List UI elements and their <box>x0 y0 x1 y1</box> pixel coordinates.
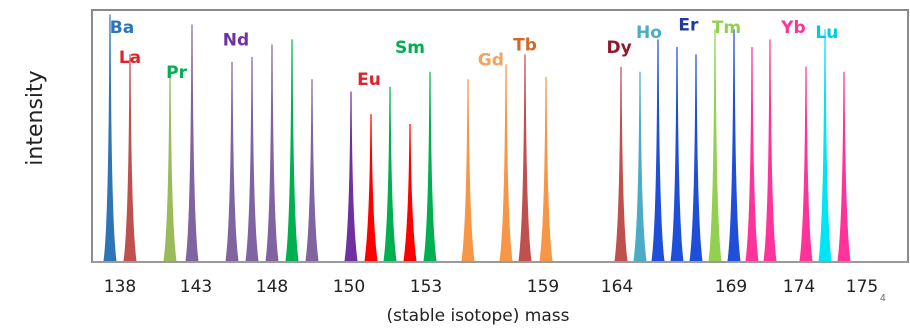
label-lu: Lu <box>815 23 838 43</box>
peak-la-139 <box>123 54 137 261</box>
peak-ba-138 <box>103 14 117 261</box>
peak-nd-148 <box>305 79 319 261</box>
x-tick-150: 150 <box>333 277 365 297</box>
peak-yb-174 <box>799 66 813 261</box>
label-nd: Nd <box>223 30 249 50</box>
x-tick-148: 148 <box>256 277 288 297</box>
peak-tb-159 <box>518 54 532 261</box>
peak-sm-147 <box>285 39 299 261</box>
peak-er-168 <box>689 54 703 261</box>
x-tick-175: 175 <box>846 277 878 297</box>
label-dy: Dy <box>607 38 632 58</box>
peak-nd-145 <box>245 56 259 261</box>
x-axis-label: (stable isotope) mass <box>387 306 570 326</box>
peak-gd-160 <box>539 76 553 262</box>
peak-gd-156 <box>461 79 475 261</box>
label-ho: Ho <box>636 23 662 43</box>
label-er: Er <box>678 15 699 35</box>
peaks-layer <box>103 14 851 262</box>
label-tm: Tm <box>712 18 741 38</box>
label-la: La <box>119 48 141 68</box>
peak-yb-171 <box>745 46 759 261</box>
x-tick-164: 164 <box>601 277 633 297</box>
x-tick-143: 143 <box>180 277 212 297</box>
x-tick-153: 153 <box>410 277 442 297</box>
peak-er-167 <box>670 46 684 261</box>
peak-dy-164 <box>614 66 628 261</box>
peak-ho-165 <box>633 71 647 261</box>
label-gd: Gd <box>478 50 504 70</box>
peak-yb-176 <box>837 71 851 261</box>
label-pr: Pr <box>166 63 187 83</box>
peak-sm-149 <box>344 91 358 262</box>
peak-er-166 <box>651 39 665 261</box>
label-yb: Yb <box>780 18 805 38</box>
peak-eu-153 <box>403 124 417 261</box>
plot-frame <box>91 9 909 263</box>
peak-yb-172 <box>763 39 777 261</box>
label-tb: Tb <box>513 35 537 55</box>
label-eu: Eu <box>357 70 381 90</box>
peak-er-170 <box>727 29 741 262</box>
label-ba: Ba <box>110 18 134 38</box>
label-sm: Sm <box>395 38 425 58</box>
peak-nd-146 <box>265 44 279 262</box>
y-axis-label: intensity <box>23 70 48 165</box>
peak-sm-154 <box>423 71 437 261</box>
peak-lu-175 <box>818 29 832 262</box>
x-tick-169: 169 <box>715 277 747 297</box>
footnote-marker: 4 <box>880 293 886 304</box>
peak-nd-142 <box>185 24 199 262</box>
peak-nd-144 <box>225 61 239 261</box>
x-tick-labels: 138 143 148 150 153 159 164 169 174 175 <box>104 277 878 297</box>
peak-tm-169 <box>708 29 722 262</box>
x-tick-138: 138 <box>104 277 136 297</box>
peak-pr-141 <box>163 66 177 261</box>
peak-gd-158 <box>499 64 513 261</box>
x-tick-174: 174 <box>783 277 815 297</box>
x-tick-159: 159 <box>527 277 559 297</box>
peak-sm-152 <box>383 86 397 261</box>
peak-eu-151 <box>364 114 378 261</box>
